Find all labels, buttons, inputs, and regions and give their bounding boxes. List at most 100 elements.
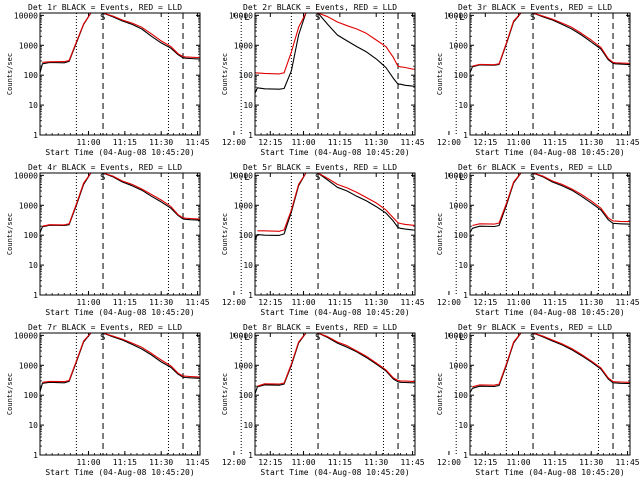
x-tick-label: 11:15: [113, 298, 137, 307]
y-tick-label: 10: [28, 421, 38, 430]
x-tick-label: 11:00: [506, 298, 530, 307]
y-tick-label: 10: [243, 101, 253, 110]
lld-marker-label: L: [244, 173, 249, 183]
x-tick-label: 11:00: [76, 298, 100, 307]
y-axis-label: Counts/sec: [436, 53, 444, 95]
y-tick-label: 10000: [444, 171, 468, 180]
x-tick-label: 11:15: [328, 458, 352, 467]
lld-series-line: [257, 173, 415, 232]
detector-panel: Det 6r BLACK = Events, RED = LLD Counts/s…: [436, 163, 640, 317]
panel-title: Det 4r BLACK = Events, RED = LLD: [28, 163, 182, 172]
y-tick-label: 1: [248, 451, 253, 460]
y-tick-label: 10: [458, 421, 468, 430]
events-series-line: [40, 333, 200, 392]
lld-series-line: [42, 13, 200, 63]
x-tick-label: 11:15: [328, 138, 352, 147]
lld-marker-label: L: [459, 13, 464, 23]
y-tick-label: 100: [239, 71, 254, 80]
y-tick-label: 1: [463, 131, 468, 140]
x-axis-label: Start Time (04-Aug-08 10:45:20): [475, 308, 624, 317]
plot-frame: [254, 12, 416, 136]
x-tick-label: 11:45: [401, 298, 425, 307]
series-group: [40, 13, 200, 73]
y-tick-label: 100: [24, 391, 39, 400]
x-tick-label: 11:45: [616, 138, 640, 147]
lld-series-line: [42, 173, 200, 227]
x-tick-label: 11:30: [149, 298, 173, 307]
x-axis-label: Start Time (04-Aug-08 10:45:20): [475, 468, 624, 477]
y-tick-label: 100: [454, 231, 469, 240]
detector-panel: Det 5r BLACK = Events, RED = LLD Counts/s…: [221, 163, 498, 317]
x-tick-label: 12:00: [437, 458, 461, 467]
y-tick-label: 100: [239, 231, 254, 240]
saa-marker-label: S: [530, 173, 535, 183]
panel-title: Det 3r BLACK = Events, RED = LLD: [458, 3, 612, 12]
detector-panel: Det 7r BLACK = Events, RED = LLD Counts/s…: [6, 323, 283, 477]
series-group: [470, 333, 630, 394]
x-axis-label: Start Time (04-Aug-08 10:45:20): [260, 148, 409, 157]
saa-marker-label: S: [315, 13, 320, 23]
x-tick-label: 12:00: [222, 458, 246, 467]
lld-marker-label: L: [244, 13, 249, 23]
x-tick-label: 11:30: [579, 138, 603, 147]
detector-panel: Det 3r BLACK = Events, RED = LLD Counts/s…: [436, 3, 640, 157]
saa-marker-label: S: [100, 173, 105, 183]
x-tick-label: 11:30: [364, 458, 388, 467]
y-tick-label: 10: [458, 261, 468, 270]
x-axis-label: Start Time (04-Aug-08 10:45:20): [260, 308, 409, 317]
x-axis-label: Start Time (04-Aug-08 10:45:20): [45, 468, 194, 477]
events-series-line: [255, 333, 415, 395]
lld-series-line: [472, 173, 630, 227]
plot-frame: [39, 332, 201, 456]
y-tick-label: 10000: [229, 171, 253, 180]
series-group: [255, 13, 415, 94]
y-tick-label: 1000: [19, 201, 38, 210]
y-axis-label: Counts/sec: [6, 213, 14, 255]
saa-marker-label: S: [100, 13, 105, 23]
y-tick-label: 1: [33, 451, 38, 460]
x-tick-label: 12:15: [258, 298, 282, 307]
events-series-line: [40, 173, 200, 234]
y-tick-label: 1000: [234, 41, 253, 50]
plot-frame: [39, 172, 201, 296]
y-tick-label: 10000: [229, 11, 253, 20]
y-tick-label: 1000: [449, 41, 468, 50]
y-tick-label: 100: [24, 71, 39, 80]
y-tick-label: 10000: [14, 11, 38, 20]
y-tick-label: 1: [33, 131, 38, 140]
events-series-line: [255, 13, 415, 94]
y-tick-label: 10000: [229, 331, 253, 340]
panel-title: Det 5r BLACK = Events, RED = LLD: [243, 163, 397, 172]
x-tick-label: 11:00: [506, 138, 530, 147]
y-tick-label: 10: [243, 421, 253, 430]
detector-panel: Det 8r BLACK = Events, RED = LLD Counts/s…: [221, 323, 498, 477]
y-axis-label: Counts/sec: [6, 53, 14, 95]
x-tick-label: 11:45: [616, 298, 640, 307]
x-tick-label: 11:00: [291, 458, 315, 467]
series-group: [40, 173, 200, 234]
y-tick-label: 10000: [14, 331, 38, 340]
x-tick-label: 11:15: [113, 138, 137, 147]
x-tick-label: 11:00: [76, 138, 100, 147]
x-tick-label: 12:00: [222, 138, 246, 147]
y-axis-label: Counts/sec: [221, 53, 229, 95]
x-axis-label: Start Time (04-Aug-08 10:45:20): [475, 148, 624, 157]
plot-frame: [39, 12, 201, 136]
x-tick-label: 12:15: [258, 458, 282, 467]
x-tick-label: 11:45: [186, 458, 210, 467]
x-tick-label: 11:45: [401, 138, 425, 147]
x-axis-label: Start Time (04-Aug-08 10:45:20): [45, 308, 194, 317]
x-axis-label: Start Time (04-Aug-08 10:45:20): [45, 148, 194, 157]
saa-marker-label: S: [100, 333, 105, 343]
lld-marker-label: L: [459, 333, 464, 343]
plot-frame: [254, 172, 416, 296]
lld-series-line: [472, 333, 630, 388]
x-tick-label: 12:15: [473, 458, 497, 467]
x-tick-label: 12:00: [437, 138, 461, 147]
x-tick-label: 12:00: [437, 298, 461, 307]
saa-marker-label: S: [530, 333, 535, 343]
series-group: [470, 13, 630, 74]
y-tick-label: 1: [33, 291, 38, 300]
detector-panel: Det 4r BLACK = Events, RED = LLD Counts/s…: [6, 163, 283, 317]
